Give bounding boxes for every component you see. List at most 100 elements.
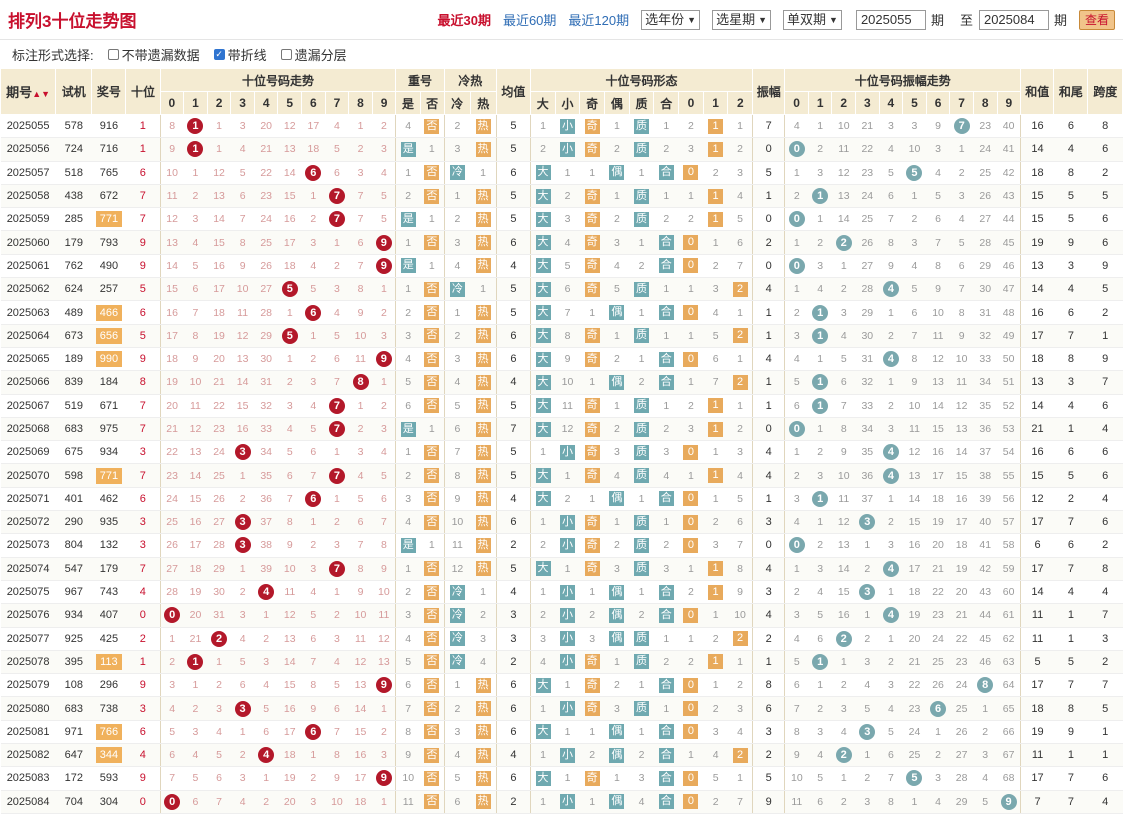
span-cell: 7 [1087, 673, 1123, 698]
repeat-cell: 10 [395, 766, 421, 791]
from-issue-input[interactable]: 2025055 [855, 9, 926, 30]
form-mark: 奇 [584, 328, 600, 344]
form-cell: 2 [529, 137, 556, 162]
option-polyline[interactable]: ✓ 带折线 [213, 45, 267, 64]
amp-trend-cell: 4 [831, 324, 856, 348]
select-weekday[interactable]: 选星期 ▼ [712, 9, 771, 30]
link-recent-120[interactable]: 最近120期 [568, 13, 630, 28]
form-mark: 合 [658, 305, 674, 321]
omission-value: 5 [564, 259, 571, 272]
trend-cell: 1 [230, 463, 255, 488]
amp-trend-cell: 12 [902, 440, 927, 465]
omission-value: 4 [663, 469, 670, 482]
form-cell: 1 [678, 277, 704, 302]
omission-value: 1 [380, 795, 387, 808]
option-no-omission[interactable]: 不带遗漏数据 [107, 45, 200, 64]
omission-value: 7 [405, 702, 412, 715]
shiwei-cell: 5 [125, 277, 161, 302]
trend-cell: 2 [277, 370, 302, 395]
omission-value: 5 [864, 702, 871, 715]
checkbox-checked-icon[interactable]: ✓ [213, 48, 225, 60]
hotcold-cell: 热 [470, 673, 497, 698]
header-hotcold-1: 热 [469, 91, 497, 115]
omission-value: 26 [861, 236, 874, 249]
form-mark: 0 [683, 258, 699, 274]
amp-trend-cell: 2 [831, 627, 856, 651]
link-recent-30[interactable]: 最近30期 [437, 13, 491, 28]
omission-value: 2 [911, 213, 918, 226]
omission-value: 1 [564, 469, 571, 482]
shiwei-cell: 0 [125, 790, 161, 814]
select-odd-even[interactable]: 单双期 ▼ [783, 9, 842, 30]
sort-icon[interactable]: ▲▼ [32, 89, 51, 99]
omission-value: 2 [263, 632, 270, 645]
option-omission-layer[interactable]: 遗漏分层 [280, 45, 347, 64]
omission-value: 2 [613, 353, 620, 366]
to-issue-input[interactable]: 2025084 [978, 9, 1049, 30]
select-year[interactable]: 选年份 ▼ [641, 9, 701, 30]
trend-cell: 26 [207, 487, 231, 512]
form-mark: 合 [658, 794, 674, 810]
amp-cell: 1 [752, 300, 785, 325]
omission-value: 5 [192, 772, 199, 785]
omission-value: 45 [979, 632, 992, 645]
form-cell: 偶 [604, 161, 630, 185]
trend-cell: 29 [254, 324, 278, 348]
omission-value: 1 [480, 283, 486, 296]
header-issue[interactable]: 期号▲▼ [0, 68, 57, 115]
trend-cell: 9 [348, 300, 373, 325]
query-button[interactable]: 查看 [1078, 9, 1115, 30]
header-trend-digit-5: 5 [277, 91, 303, 115]
hotcold-mark: 热 [475, 468, 491, 484]
amp-trend-cell: 3 [855, 650, 880, 675]
omission-value: 1 [192, 679, 199, 692]
trend-cell: 3 [183, 720, 208, 745]
form-mark: 0 [683, 514, 699, 530]
form-mark: 大 [535, 211, 551, 227]
omission-value: 63 [1002, 655, 1015, 668]
omission-value: 4 [613, 259, 620, 272]
checkbox-icon[interactable] [107, 48, 119, 60]
repeat-cell: 否 [420, 394, 445, 418]
omission-value: 3 [887, 539, 894, 552]
table-row: 2025076 934 407 0 0 20 31 3 1 12 5 2 10 11 3 否冷 2 3 2 小 2 偶 2 合… [0, 603, 1123, 628]
trend-cell: 13 [230, 347, 255, 372]
issue-cell: 2025075 [0, 580, 56, 605]
checkbox-icon[interactable] [280, 48, 292, 60]
omission-value: 1 [613, 399, 620, 412]
form-cell: 1 [579, 720, 605, 745]
form-cell: 0 [678, 533, 704, 558]
form-cell: 奇 [579, 114, 605, 139]
form-cell: 奇 [579, 394, 605, 418]
tail-cell: 5 [1053, 650, 1088, 675]
table-row: 2025065 189 990 9 18 9 20 13 30 1 2 6 11 9 4 否 3 热 6 大 9 奇 2 1 合… [0, 347, 1123, 372]
header-trend: 十位号码走势 [159, 68, 397, 92]
form-mark: 0 [683, 351, 699, 367]
trend-cell: 3 [301, 557, 326, 581]
repeat-mark: 否 [424, 305, 440, 321]
form-cell: 大 [529, 230, 556, 255]
omission-value: 9 [911, 376, 918, 389]
omission-value: 14 [283, 166, 296, 179]
omission-value: 2 [712, 259, 719, 272]
form-cell: 小 [555, 743, 580, 768]
trend-cell: 30 [254, 347, 278, 372]
omission-value: 13 [908, 469, 921, 482]
trend-cell: 4 [183, 743, 208, 768]
repeat-mark: 否 [424, 491, 440, 507]
omission-value: 7 [357, 213, 364, 226]
omission-value: 17 [189, 539, 202, 552]
header-amp-digit-3: 3 [855, 91, 880, 115]
trend-cell: 5 [301, 277, 326, 302]
span-cell: 4 [1087, 580, 1123, 605]
link-recent-60[interactable]: 最近60期 [502, 13, 557, 28]
trend-cell: 27 [159, 557, 184, 581]
header-trend-digit-2: 2 [206, 91, 232, 115]
omission-value: 3 [380, 143, 387, 156]
amp-trend-cell: 1 [808, 394, 832, 418]
form-cell: 4 [727, 463, 753, 488]
omission-value: 9 [958, 329, 965, 342]
amp-trend-cell: 2 [855, 627, 880, 651]
form-cell: 2 [579, 743, 605, 768]
trend-cell: 12 [372, 627, 396, 651]
